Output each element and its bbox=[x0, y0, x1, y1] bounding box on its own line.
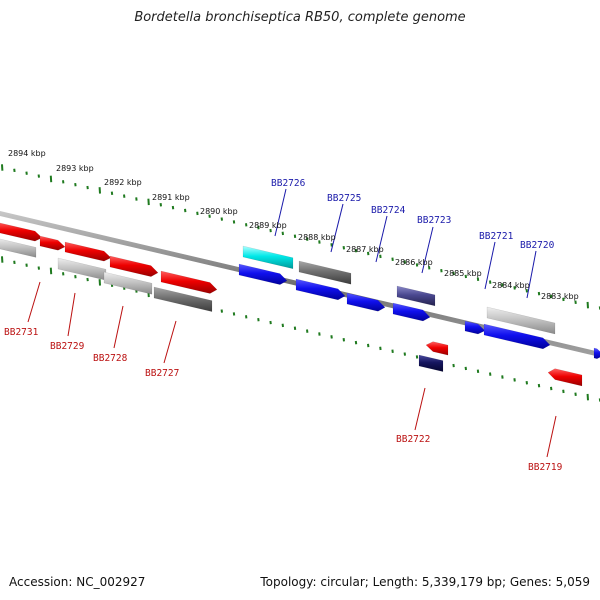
gene-arrow bbox=[392, 302, 431, 322]
label-leader-lines bbox=[27, 188, 557, 458]
gene-track bbox=[0, 222, 600, 387]
gene-label[interactable]: BB2727 bbox=[145, 368, 179, 379]
gene-arrow bbox=[418, 354, 444, 372]
gene-label[interactable]: BB2720 bbox=[520, 240, 555, 251]
gene-arrow bbox=[0, 238, 37, 258]
label-leader-line bbox=[414, 387, 426, 431]
gene-label[interactable]: BB2723 bbox=[417, 215, 451, 226]
label-leader-line bbox=[27, 281, 41, 323]
kbp-label: 2890 kbp bbox=[200, 207, 238, 216]
gene-arrow bbox=[396, 285, 436, 307]
kbp-label: 2884 kbp bbox=[492, 281, 530, 290]
gene-label[interactable]: BB2731 bbox=[4, 327, 39, 338]
tick-track-top bbox=[1, 164, 600, 310]
gene-arrow bbox=[0, 222, 43, 242]
gene-arrow bbox=[346, 292, 386, 312]
gene-labels-top: BB2726 BB2725 BB2724 BB2723 BB2721 BB272… bbox=[271, 178, 555, 251]
gene-arrow bbox=[295, 278, 346, 301]
label-leader-line bbox=[526, 250, 537, 299]
gene-label[interactable]: BB2729 bbox=[50, 341, 85, 352]
gene-arrow bbox=[547, 368, 583, 387]
kbp-label: 2893 kbp bbox=[56, 164, 94, 173]
kbp-label: 2886 kbp bbox=[395, 258, 433, 267]
gene-arrow bbox=[298, 260, 352, 285]
gene-labels-bottom: BB2731 BB2729 BB2728 BB2727 BB2722 BB271… bbox=[4, 327, 563, 473]
gene-arrow bbox=[483, 323, 551, 350]
gene-arrow bbox=[486, 306, 556, 335]
gene-label[interactable]: BB2724 bbox=[371, 205, 406, 216]
genome-info-text: Topology: circular; Length: 5,339,179 bp… bbox=[260, 575, 590, 589]
gene-label[interactable]: BB2721 bbox=[479, 231, 514, 242]
gene-label[interactable]: BB2728 bbox=[93, 353, 128, 364]
gene-label[interactable]: BB2726 bbox=[271, 178, 306, 189]
kbp-label: 2892 kbp bbox=[104, 178, 142, 187]
gene-arrow bbox=[103, 271, 153, 295]
map-title: Bordetella bronchiseptica RB50, complete… bbox=[134, 10, 466, 25]
label-leader-line bbox=[113, 305, 124, 349]
gene-arrow bbox=[64, 241, 112, 262]
gene-arrow bbox=[464, 320, 486, 335]
kbp-label: 2885 kbp bbox=[444, 269, 482, 278]
kbp-label: 2883 kbp bbox=[541, 292, 579, 301]
label-leader-line bbox=[421, 226, 434, 274]
gene-label[interactable]: BB2722 bbox=[396, 434, 430, 445]
label-leader-line bbox=[546, 415, 557, 458]
gene-label[interactable]: BB2719 bbox=[528, 462, 563, 473]
kbp-label: 2894 kbp bbox=[8, 149, 46, 158]
tick-track-bottom bbox=[1, 256, 600, 402]
gene-arrow bbox=[238, 263, 288, 285]
label-leader-line bbox=[163, 320, 177, 364]
kbp-label: 2889 kbp bbox=[249, 221, 287, 230]
gene-arrow bbox=[57, 257, 107, 281]
gene-label[interactable]: BB2725 bbox=[327, 193, 361, 204]
gene-arrow bbox=[593, 347, 600, 359]
label-leader-line bbox=[375, 215, 388, 263]
kbp-labels: 2894 kbp 2893 kbp 2892 kbp 2891 kbp 2890… bbox=[8, 149, 579, 301]
kbp-label: 2891 kbp bbox=[152, 193, 190, 202]
gene-arrow bbox=[109, 255, 159, 277]
gene-arrow bbox=[153, 286, 213, 312]
gene-arrow bbox=[425, 341, 449, 356]
accession-text: Accession: NC_002927 bbox=[9, 575, 146, 589]
kbp-label: 2888 kbp bbox=[298, 233, 336, 242]
label-leader-line bbox=[274, 188, 287, 237]
gene-arrow bbox=[39, 235, 66, 251]
label-leader-line bbox=[484, 241, 496, 290]
label-leader-line bbox=[330, 203, 344, 253]
kbp-label: 2887 kbp bbox=[346, 245, 384, 254]
label-leader-line bbox=[67, 292, 76, 337]
gene-arrow bbox=[160, 270, 218, 294]
gene-arrow bbox=[242, 245, 294, 270]
